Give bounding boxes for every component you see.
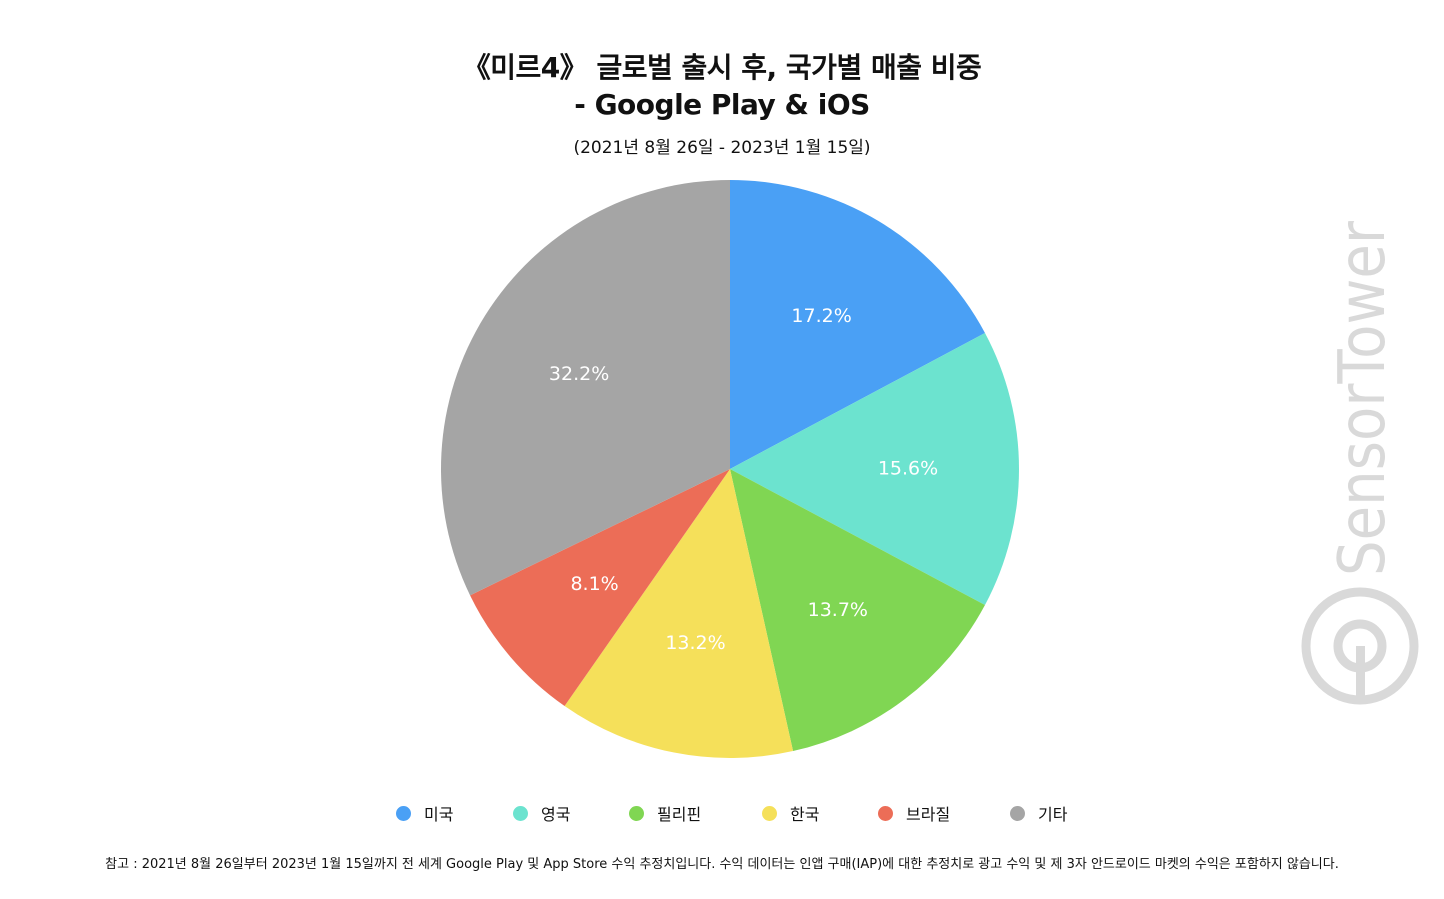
chart-legend: 미국 영국 필리핀 한국 브라질 기타 xyxy=(0,801,1444,825)
legend-dot-brazil xyxy=(878,805,893,821)
pie-slice-philippines xyxy=(730,469,985,752)
legend-dot-philippines xyxy=(629,805,644,821)
pie-slice-labels: 17.2% 15.6% 13.7% 13.2% 8.1% 32.2% xyxy=(549,305,938,654)
chart-title-line-2: - Google Play & iOS xyxy=(574,88,870,121)
pie-slice-uk xyxy=(730,332,1019,606)
legend-label-korea: 한국 xyxy=(790,805,820,824)
legend-label-uk: 영국 xyxy=(541,805,571,824)
legend-dot-uk xyxy=(513,805,528,821)
legend-item-philippines: 필리핀 xyxy=(629,801,701,825)
legend-dot-korea xyxy=(762,805,777,821)
sensor-tower-watermark: SensorTower xyxy=(1301,220,1419,705)
legend-label-other: 기타 xyxy=(1038,805,1068,824)
sensor-tower-logo-icon xyxy=(1301,587,1419,705)
legend-item-korea: 한국 xyxy=(762,801,819,825)
watermark-text: SensorTower xyxy=(1326,220,1400,576)
pie-label-other: 32.2% xyxy=(549,363,609,385)
pie-slice-other xyxy=(440,180,730,596)
pie-label-brazil: 8.1% xyxy=(570,573,618,595)
chart-subtitle: (2021년 8월 26일 - 2023년 1월 15일) xyxy=(573,138,871,158)
legend-label-usa: 미국 xyxy=(424,805,454,824)
legend-item-uk: 영국 xyxy=(513,801,570,825)
legend-label-brazil: 브라질 xyxy=(906,805,951,824)
pie-slices xyxy=(440,180,1019,758)
pie-label-uk: 15.6% xyxy=(878,458,938,480)
footnote: 참고 : 2021년 8월 26일부터 2023년 1월 15일까지 전 세계 … xyxy=(105,857,1339,872)
legend-item-brazil: 브라질 xyxy=(878,801,950,825)
legend-label-philippines: 필리핀 xyxy=(657,805,702,824)
pie-slice-usa xyxy=(730,180,985,469)
legend-item-usa: 미국 xyxy=(396,801,453,825)
chart-title-line-1: 《미르4》 글로벌 출시 후, 국가별 매출 비중 xyxy=(462,51,982,84)
legend-dot-other xyxy=(1010,805,1025,821)
pie-label-korea: 13.2% xyxy=(665,632,725,654)
pie-label-usa: 17.2% xyxy=(791,305,851,327)
legend-item-other: 기타 xyxy=(1010,801,1067,825)
pie-slice-korea xyxy=(564,469,794,758)
pie-label-philippines: 13.7% xyxy=(808,599,868,621)
legend-dot-usa xyxy=(396,805,411,821)
pie-slice-brazil xyxy=(470,469,730,706)
